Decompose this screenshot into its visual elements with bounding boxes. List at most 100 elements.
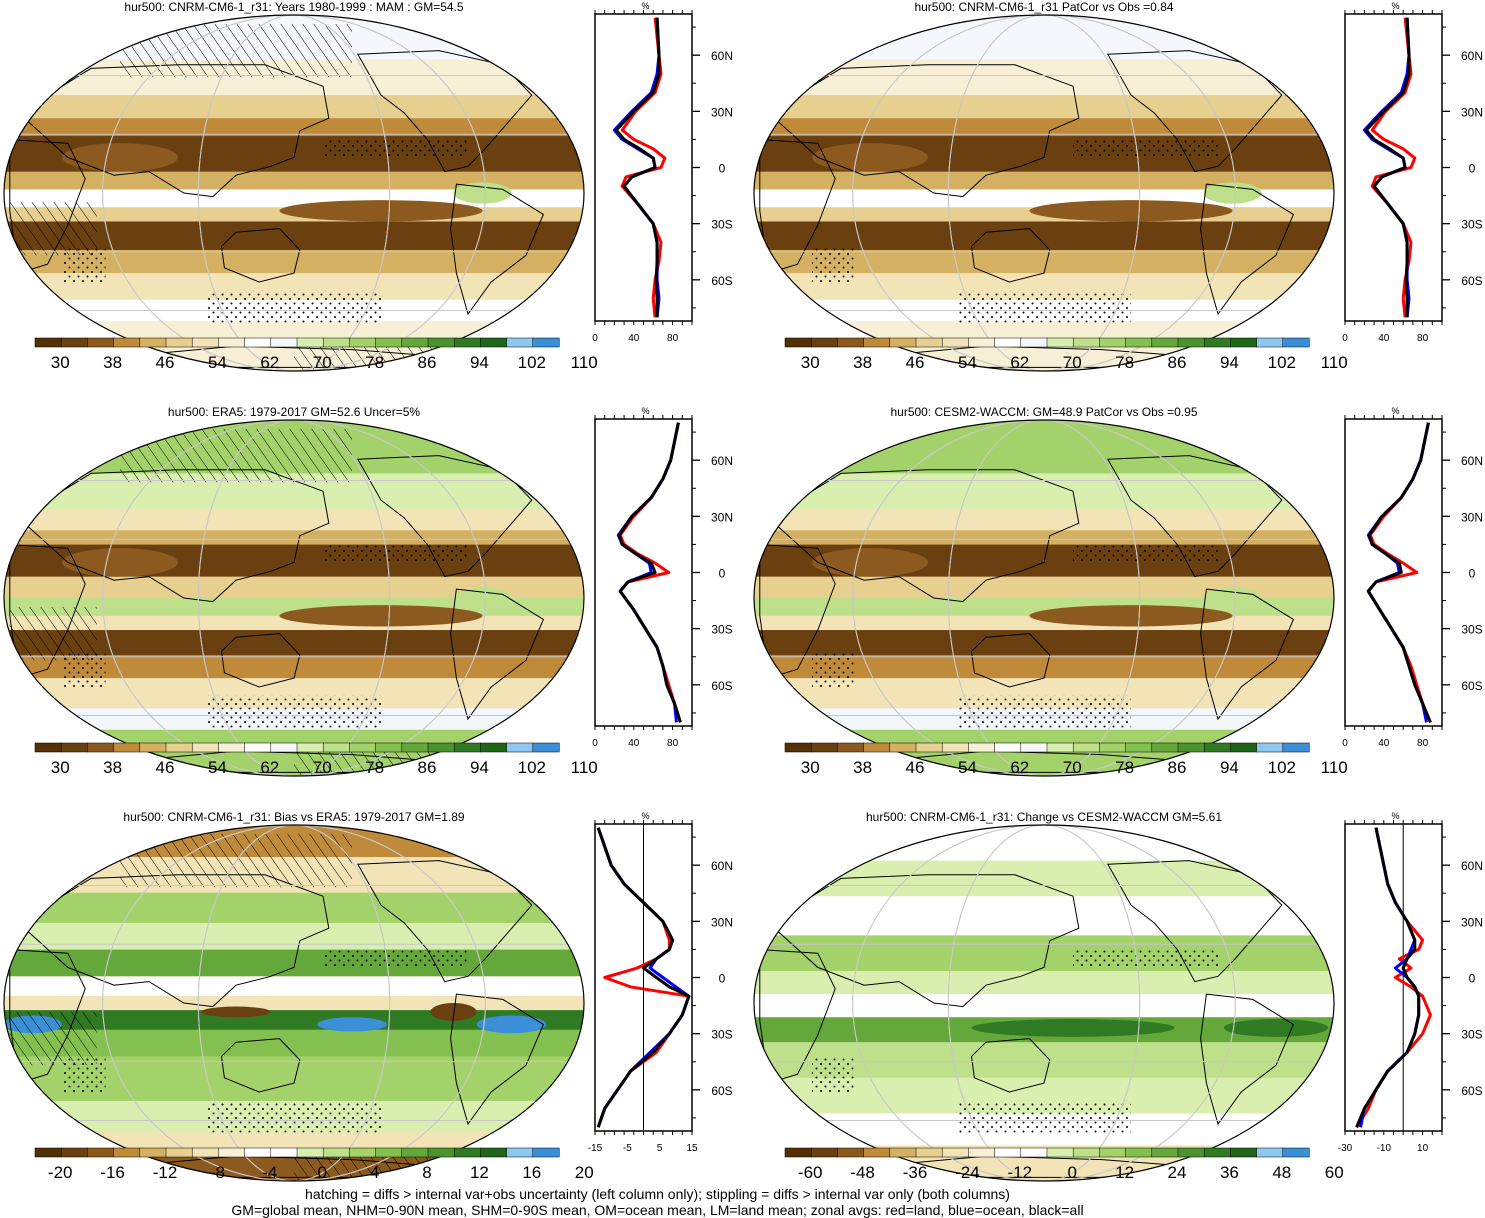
colorbar-swatch	[810, 742, 838, 753]
colorbar-label: 94	[1220, 353, 1239, 372]
colorbar-label: 0	[317, 1163, 326, 1182]
colorbar-swatch	[1151, 1147, 1179, 1158]
colorbar-swatch	[139, 1147, 167, 1158]
colorbar-swatch	[1177, 742, 1205, 753]
colorbar-swatch	[1099, 337, 1127, 348]
colorbar-swatch	[60, 337, 88, 348]
colorbar-swatch	[113, 1147, 141, 1158]
colorbar-swatch	[34, 337, 62, 348]
meridian-line	[102, 825, 486, 1181]
panel-title: hur500: CNRM-CM6-1_r31 PatCor vs Obs =0.…	[914, 0, 1173, 14]
colorbar-swatch	[784, 742, 812, 753]
coastline-samerica	[1200, 993, 1295, 1126]
colorbar-swatch	[1099, 1147, 1127, 1158]
zonal-p3: % 0 40 80 60N 30N 0 30S 60S	[592, 406, 733, 749]
series-ocean	[1359, 827, 1421, 1128]
colorbar-label: 62	[1010, 353, 1029, 372]
colorbar-swatch	[1151, 742, 1179, 753]
coastline-asia	[17, 874, 330, 1008]
lat-label: 0	[1469, 162, 1476, 176]
colorbar-swatch	[1177, 1147, 1205, 1158]
colorbar-swatch	[532, 1147, 560, 1158]
footnote-legend: GM=global mean, NHM=0-90N mean, SHM=0-90…	[231, 1202, 1084, 1218]
colorbar-swatch	[915, 1147, 943, 1158]
zonal-p2: % 0 40 80 60N 30N 0 30S 60S	[1342, 1, 1483, 344]
colorbar-swatch	[218, 337, 246, 348]
colorbar-swatch	[941, 337, 969, 348]
colorbar-swatch	[1151, 337, 1179, 348]
colorbar-swatch	[296, 742, 324, 753]
zonal-xtick-label: 5	[657, 1143, 663, 1154]
zonal-xtick-label: -15	[588, 1143, 603, 1154]
colorbar-swatch	[87, 337, 115, 348]
colorbar-label: -16	[100, 1163, 125, 1182]
colorbar-swatch	[427, 337, 455, 348]
colorbar-label: 46	[906, 353, 925, 372]
colorbar-swatch	[784, 1147, 812, 1158]
colorbar-swatch	[375, 1147, 403, 1158]
lat-label: 0	[1469, 567, 1476, 581]
colorbar-label: 110	[571, 353, 598, 372]
colorbar-label: -4	[262, 1163, 277, 1182]
coastline-samerica	[450, 183, 545, 316]
colorbar-swatch	[244, 1147, 272, 1158]
colorbar-label: 110	[1321, 758, 1348, 777]
colorbar-label: 16	[522, 1163, 541, 1182]
colorbar-p5: -20 -16 -12 -8 -4 0 4 8 12 16 20	[34, 1147, 594, 1182]
colorbar-swatch	[941, 742, 969, 753]
series-all	[596, 827, 691, 1128]
colorbar-swatch	[87, 742, 115, 753]
colorbar-p3: 30 38 46 54 62 70 78 86 94 102 110	[34, 742, 598, 777]
lat-label: 60N	[711, 859, 733, 873]
colorbar-swatch	[889, 337, 917, 348]
coastline-australia	[970, 228, 1051, 283]
colorbar-label: 30	[801, 758, 820, 777]
coastline-asia	[767, 874, 1080, 1008]
colorbar-swatch	[375, 742, 403, 753]
zonal-frame	[1344, 13, 1443, 322]
colorbar-swatch	[1072, 337, 1100, 348]
colorbar-swatch	[1125, 337, 1153, 348]
colorbar-swatch	[349, 742, 377, 753]
colorbar-label: 46	[156, 758, 175, 777]
colorbar-swatch	[244, 742, 272, 753]
colorbar-swatch	[322, 337, 350, 348]
colorbar-swatch	[34, 1147, 62, 1158]
colorbar-label: 110	[1321, 353, 1348, 372]
colorbar-label: 78	[1115, 353, 1134, 372]
zonal-xtick-label: 15	[686, 1143, 698, 1154]
colorbar-label: 48	[1272, 1163, 1291, 1182]
lat-label: 30S	[1461, 218, 1482, 232]
colorbar-label: 12	[1115, 1163, 1134, 1182]
map-p4: hur500: CESM2-WACCM: GM=48.9 PatCor vs O…	[753, 405, 1335, 777]
colorbar-label: -36	[903, 1163, 928, 1182]
colorbar-label: 78	[365, 353, 384, 372]
lat-label: 30S	[1461, 623, 1482, 637]
zonal-xtick-label: -5	[623, 1143, 632, 1154]
colorbar-swatch	[113, 742, 141, 753]
colorbar-swatch	[165, 337, 193, 348]
lat-label: 30N	[1461, 915, 1483, 929]
zonal-xtick-label: 80	[667, 738, 679, 749]
colorbar-label: 70	[313, 353, 332, 372]
meridian-line	[197, 15, 391, 371]
lat-label: 30N	[1461, 105, 1483, 119]
colorbar-label: 30	[51, 353, 70, 372]
map-p6: hur500: CNRM-CM6-1_r31: Change vs CESM2-…	[753, 810, 1335, 1182]
colorbar-label: -12	[153, 1163, 178, 1182]
coastline-samerica	[1200, 183, 1295, 316]
colorbar-swatch	[532, 742, 560, 753]
coastline-asia	[17, 469, 330, 603]
colorbar-swatch	[60, 742, 88, 753]
colorbar-swatch	[863, 337, 891, 348]
colorbar-label: 46	[906, 758, 925, 777]
colorbar-swatch	[244, 337, 272, 348]
colorbar-label: -12	[1008, 1163, 1033, 1182]
colorbar-swatch	[87, 1147, 115, 1158]
map-p3: hur500: ERA5: 1979-2017 GM=52.6 Uncer=5%	[3, 405, 585, 777]
colorbar-swatch	[1099, 742, 1127, 753]
footnote-hatching: hatching = diffs > internal var+obs unce…	[305, 1186, 1010, 1202]
zonal-xtick-label: 10	[1417, 1143, 1429, 1154]
colorbar-label: 24	[1168, 1163, 1187, 1182]
colorbar-label: 38	[853, 758, 872, 777]
